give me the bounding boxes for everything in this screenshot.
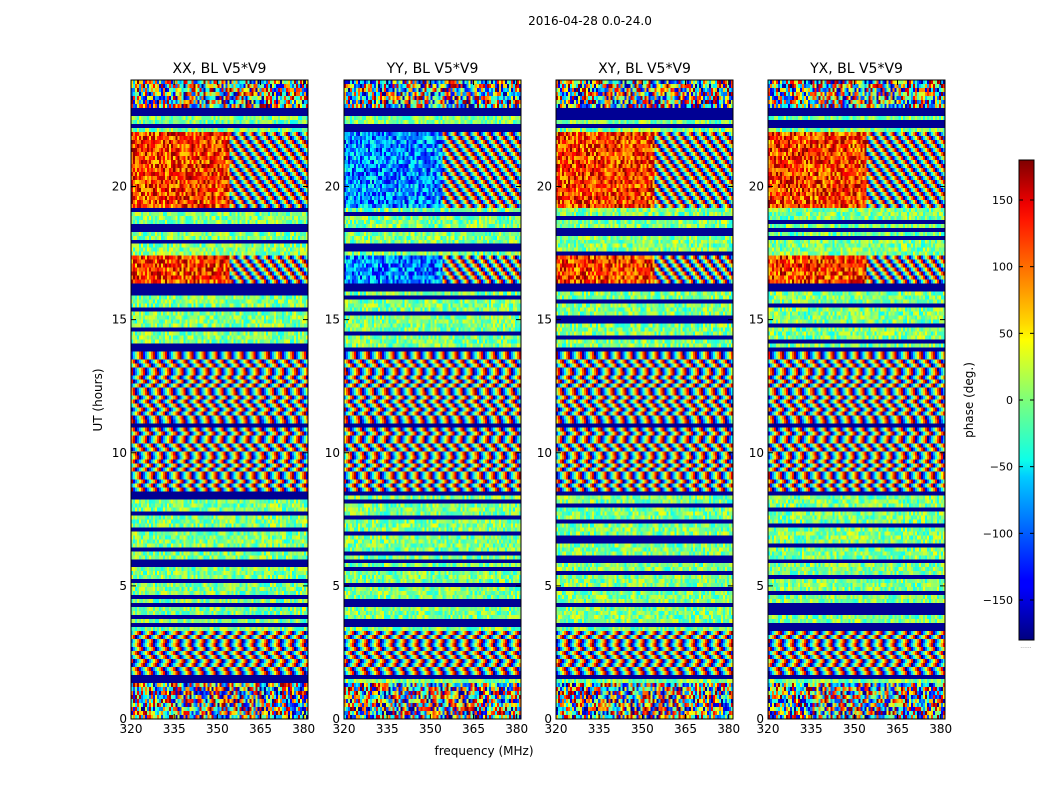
x-tick-label: 350: [206, 722, 229, 736]
panel-heatmap: [131, 80, 308, 719]
x-tick-label: 380: [929, 722, 952, 736]
y-tick-label: 20: [112, 180, 127, 194]
y-tick-label: 5: [544, 579, 552, 593]
y-tick-label: 0: [756, 712, 764, 726]
colorbar-label: phase (deg.): [962, 362, 976, 438]
x-tick-label: 365: [886, 722, 909, 736]
colorbar-tick-label: 100: [992, 261, 1013, 274]
colorbar-tick-label: 50: [999, 327, 1013, 340]
panel-frame: [767, 79, 946, 720]
panel-frame: [130, 79, 309, 720]
y-tick-label: 0: [119, 712, 127, 726]
y-tick-label: 10: [749, 446, 764, 460]
y-tick-label: 20: [537, 180, 552, 194]
x-tick-label: 335: [800, 722, 823, 736]
panel-frame: [555, 79, 734, 720]
figure-title: 2016-04-28 0.0-24.0: [528, 14, 652, 28]
colorbar-tick-label: 150: [992, 194, 1013, 207]
panel-title: XX, BL V5*V9: [173, 61, 267, 77]
x-tick-label: 350: [631, 722, 654, 736]
y-tick-label: 5: [332, 579, 340, 593]
x-tick-label: 320: [333, 722, 356, 736]
colorbar-tick-label: −150: [983, 594, 1013, 607]
x-tick-label: 365: [462, 722, 485, 736]
labels-layer: frequency (MHz) UT (hours): [91, 368, 534, 758]
x-tick-label: 380: [292, 722, 315, 736]
panel-xy: XY, BL V5*V9 320 335 350 365 380 0 5 10 15 20: [537, 61, 740, 736]
x-tick-label: 380: [717, 722, 740, 736]
y-tick-label: 15: [537, 313, 552, 327]
y-tick-label: 5: [756, 579, 764, 593]
x-tick-label: 350: [843, 722, 866, 736]
x-tick-label: 365: [249, 722, 272, 736]
y-tick-label: 10: [325, 446, 340, 460]
x-tick-label: 350: [419, 722, 442, 736]
x-tick-label: 365: [674, 722, 697, 736]
colorbar-tick-label: 0: [1006, 394, 1013, 407]
x-tick-label: 320: [757, 722, 780, 736]
x-tick-label: 335: [376, 722, 399, 736]
y-tick-label: 20: [325, 180, 340, 194]
y-tick-label: 15: [325, 313, 340, 327]
panel-yy: YY, BL V5*V9 320 335 350 365 380 0 5 10 15 20: [325, 61, 528, 736]
panel-heatmap: [768, 80, 945, 719]
y-tick-label: 10: [112, 446, 127, 460]
panel-title: YY, BL V5*V9: [386, 61, 479, 77]
panel-yx: YX, BL V5*V9 320 335 350 365 380 0 5 10 15 20: [749, 61, 952, 736]
y-tick-label: 0: [544, 712, 552, 726]
panel-heatmap: [344, 80, 521, 719]
colorbar: −150 −100 −50 0 50 100 150 phase (deg.) ......: [962, 159, 1035, 650]
colorbar-tick-label: −100: [983, 527, 1013, 540]
y-tick-label: 5: [119, 579, 127, 593]
x-tick-label: 380: [505, 722, 528, 736]
colorbar-footnote: ......: [1020, 643, 1032, 650]
y-axis-label: UT (hours): [91, 368, 105, 431]
panel-title: XY, BL V5*V9: [598, 61, 691, 77]
y-tick-label: 20: [749, 180, 764, 194]
panel-xx: XX, BL V5*V9 320 335 350 365 380 0 5 10 15 20: [112, 61, 315, 736]
y-tick-label: 0: [332, 712, 340, 726]
y-tick-label: 15: [749, 313, 764, 327]
colorbar-ticks: −150 −100 −50 0 50 100 150: [983, 194, 1034, 607]
x-tick-label: 320: [120, 722, 143, 736]
x-axis-label: frequency (MHz): [434, 744, 533, 758]
panel-heatmap: [556, 80, 733, 719]
panel-frame: [343, 79, 522, 720]
colorbar-tick-label: −50: [990, 461, 1013, 474]
x-tick-label: 335: [163, 722, 186, 736]
y-tick-label: 10: [537, 446, 552, 460]
x-tick-label: 335: [588, 722, 611, 736]
y-tick-label: 15: [112, 313, 127, 327]
x-tick-label: 320: [545, 722, 568, 736]
panel-title: YX, BL V5*V9: [809, 61, 903, 77]
